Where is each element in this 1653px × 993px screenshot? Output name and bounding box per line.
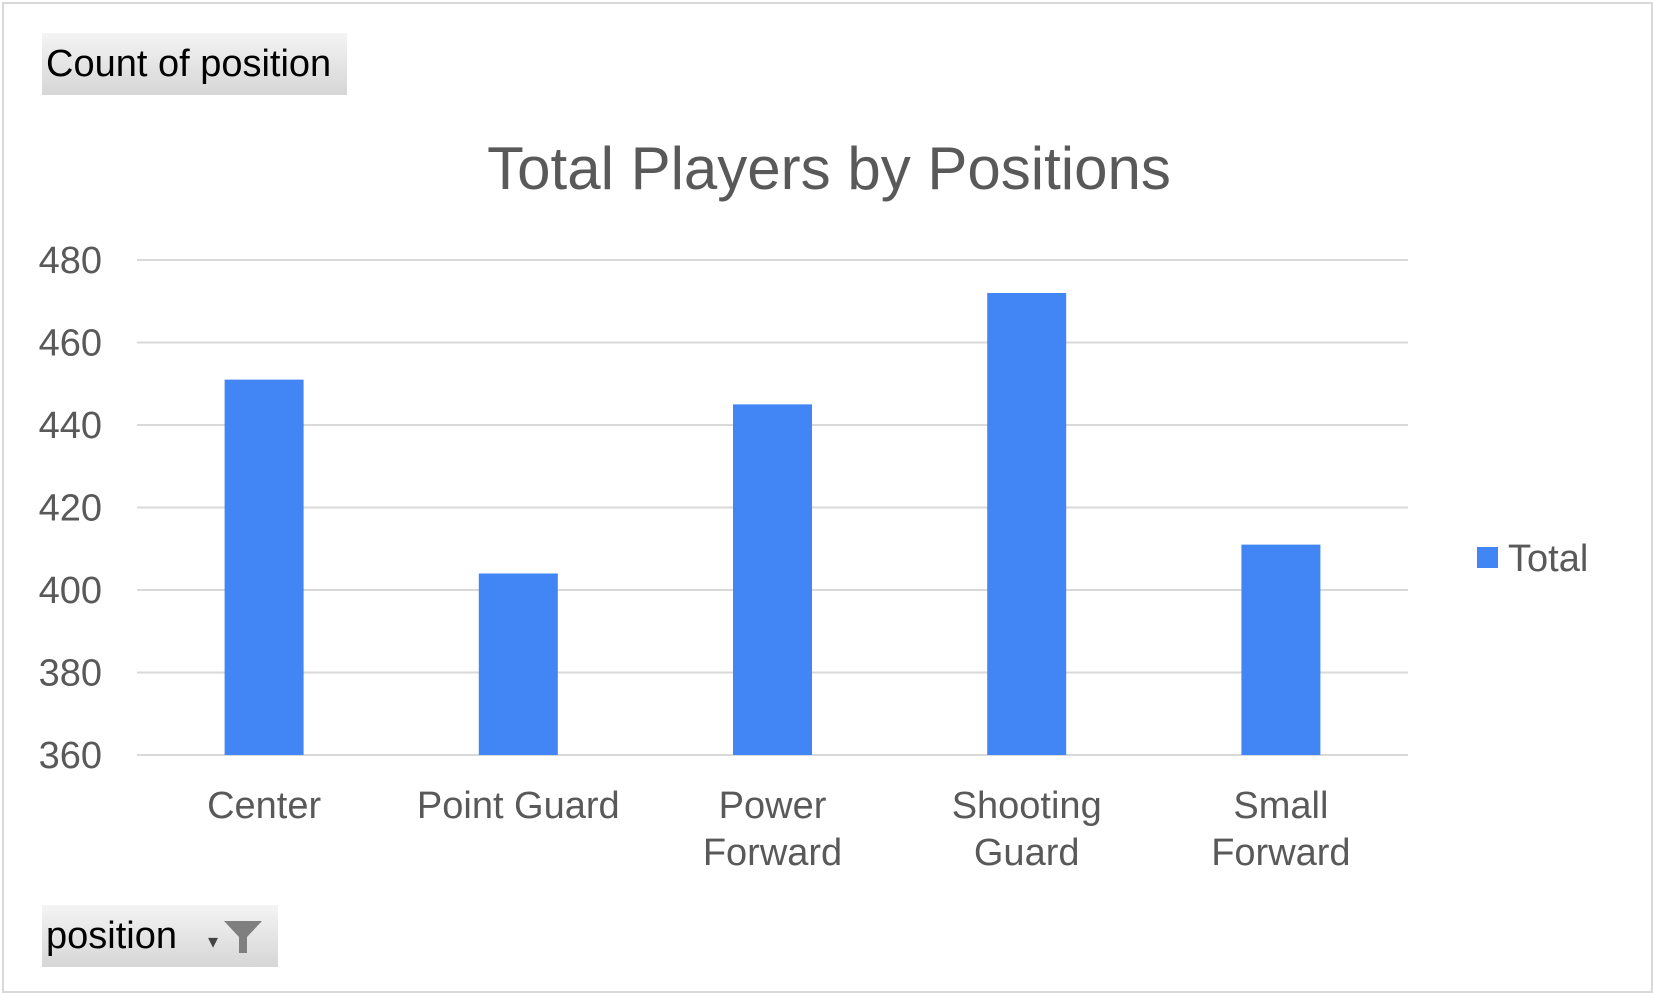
y-tick-label: 380 bbox=[39, 653, 102, 695]
bar-1 bbox=[478, 573, 558, 755]
y-tick-label: 480 bbox=[39, 240, 102, 282]
legend-label-total: Total bbox=[1508, 538, 1588, 580]
x-tick-label: Center bbox=[207, 785, 321, 827]
y-tick-label: 440 bbox=[39, 405, 102, 447]
axis-field-button[interactable]: position ▾ bbox=[42, 905, 278, 967]
y-tick-label: 400 bbox=[39, 570, 102, 612]
dropdown-arrow-icon[interactable]: ▾ bbox=[208, 931, 219, 953]
bar-4 bbox=[1241, 544, 1321, 755]
bar-2 bbox=[733, 404, 812, 755]
y-tick-label: 360 bbox=[39, 735, 102, 777]
y-tick-label: 460 bbox=[39, 323, 102, 365]
legend-swatch bbox=[1477, 547, 1498, 568]
y-tick-label: 420 bbox=[39, 488, 102, 530]
x-axis-labels: Center Point Guard Power Forward Shooting Gua… bbox=[207, 785, 1351, 874]
filter-icon[interactable] bbox=[222, 919, 264, 955]
value-field-button[interactable]: Count of position bbox=[42, 33, 347, 95]
x-tick-label: Small Forward bbox=[1211, 785, 1350, 874]
x-tick-label: Shooting Guard bbox=[952, 785, 1102, 874]
x-tick-label: Point Guard bbox=[417, 785, 620, 827]
x-tick-label: Power Forward bbox=[703, 785, 842, 874]
bar-0 bbox=[224, 379, 304, 755]
bars bbox=[224, 293, 1321, 755]
legend: Total bbox=[1477, 538, 1588, 580]
bar-chart: Total Players by Positions 360 380 400 420 4… bbox=[39, 135, 1589, 874]
axis-field-label: position bbox=[46, 915, 177, 957]
chart-title: Total Players by Positions bbox=[487, 135, 1171, 202]
value-field-label: Count of position bbox=[46, 43, 332, 85]
y-axis-ticks: 360 380 400 420 440 460 480 bbox=[39, 240, 102, 777]
bar-3 bbox=[987, 293, 1067, 755]
